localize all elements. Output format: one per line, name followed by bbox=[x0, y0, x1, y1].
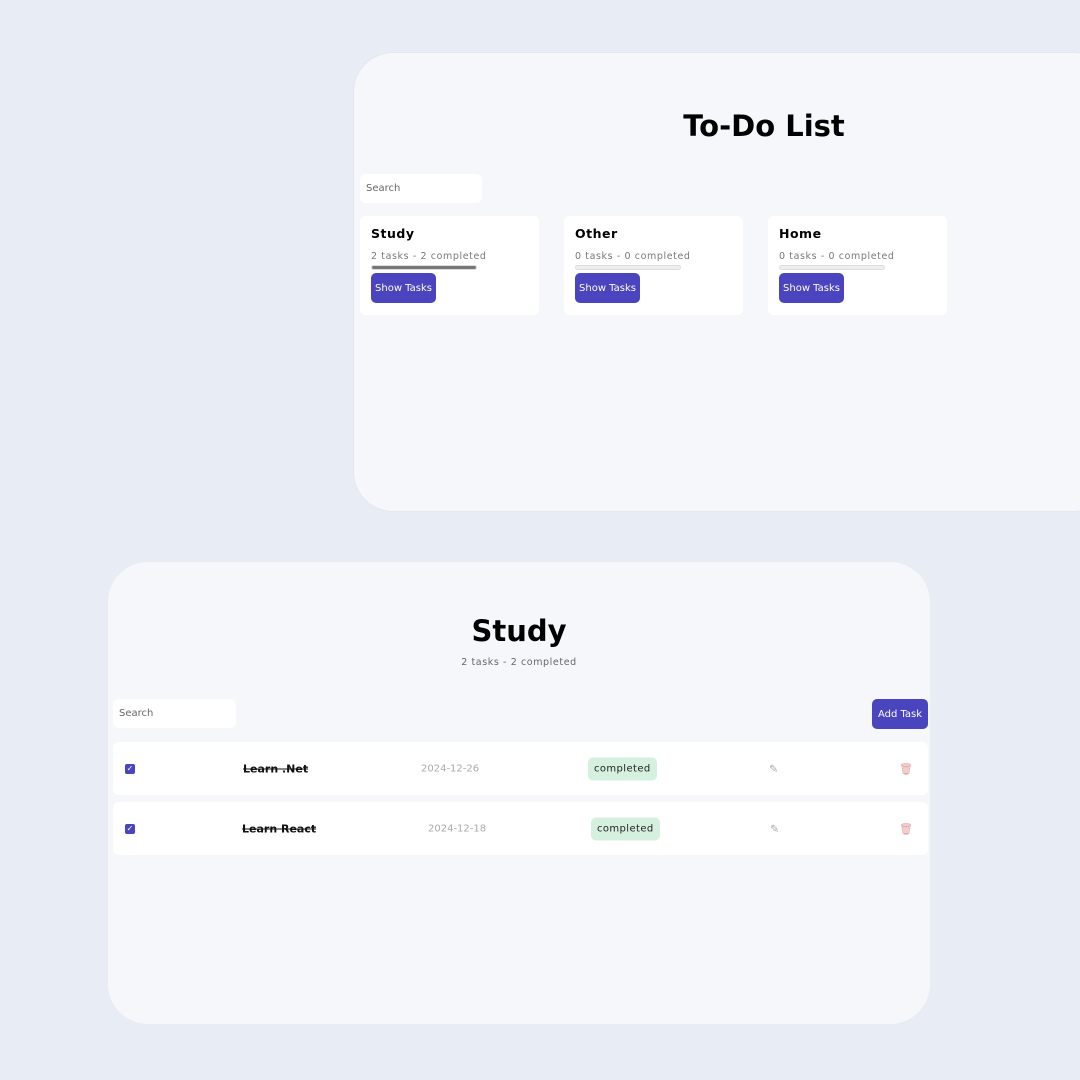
task-row: ✓ Learn React 2024-12-18 completed ✎ 🗑 bbox=[113, 802, 928, 855]
category-summary: 2 tasks - 2 completed bbox=[461, 657, 577, 668]
show-tasks-button[interactable]: Show Tasks bbox=[575, 273, 640, 303]
task-row: ✓ Learn .Net 2024-12-26 completed ✎ 🗑 bbox=[113, 742, 928, 795]
task-date: 2024-12-26 bbox=[421, 763, 480, 774]
edit-icon[interactable]: ✎ bbox=[769, 762, 779, 775]
search-input[interactable] bbox=[113, 699, 236, 728]
category-name: Other bbox=[575, 226, 618, 241]
task-checkbox[interactable]: ✓ bbox=[125, 823, 135, 834]
progress-bar bbox=[779, 265, 885, 270]
category-summary: 0 tasks - 0 completed bbox=[575, 251, 691, 262]
task-checkbox[interactable]: ✓ bbox=[125, 763, 135, 774]
search-input[interactable] bbox=[360, 174, 482, 203]
category-title: Study bbox=[471, 614, 567, 648]
add-task-button[interactable]: Add Task bbox=[872, 699, 928, 729]
progress-bar bbox=[371, 265, 477, 270]
progress-fill bbox=[372, 266, 476, 269]
trash-icon[interactable]: 🗑 bbox=[899, 822, 913, 835]
trash-icon[interactable]: 🗑 bbox=[899, 762, 913, 775]
category-card-study: Study 2 tasks - 2 completed Show Tasks bbox=[360, 216, 539, 315]
task-name: Learn React bbox=[242, 822, 317, 835]
category-card-other: Other 0 tasks - 0 completed Show Tasks bbox=[564, 216, 743, 315]
show-tasks-button[interactable]: Show Tasks bbox=[371, 273, 436, 303]
task-date: 2024-12-18 bbox=[428, 823, 487, 834]
categories-panel: To-Do List Study 2 tasks - 2 completed S… bbox=[353, 52, 1080, 512]
category-summary: 2 tasks - 2 completed bbox=[371, 251, 487, 262]
edit-icon[interactable]: ✎ bbox=[770, 822, 780, 835]
category-card-home: Home 0 tasks - 0 completed Show Tasks bbox=[768, 216, 947, 315]
category-name: Home bbox=[779, 226, 822, 241]
status-badge: completed bbox=[588, 757, 657, 780]
task-name: Learn .Net bbox=[243, 762, 309, 775]
show-tasks-button[interactable]: Show Tasks bbox=[779, 273, 844, 303]
page-title: To-Do List bbox=[683, 109, 845, 143]
category-summary: 0 tasks - 0 completed bbox=[779, 251, 895, 262]
category-detail-panel: Study 2 tasks - 2 completed Add Task ✓ L… bbox=[108, 562, 930, 1024]
category-name: Study bbox=[371, 226, 415, 241]
status-badge: completed bbox=[591, 817, 660, 840]
progress-bar bbox=[575, 265, 681, 270]
